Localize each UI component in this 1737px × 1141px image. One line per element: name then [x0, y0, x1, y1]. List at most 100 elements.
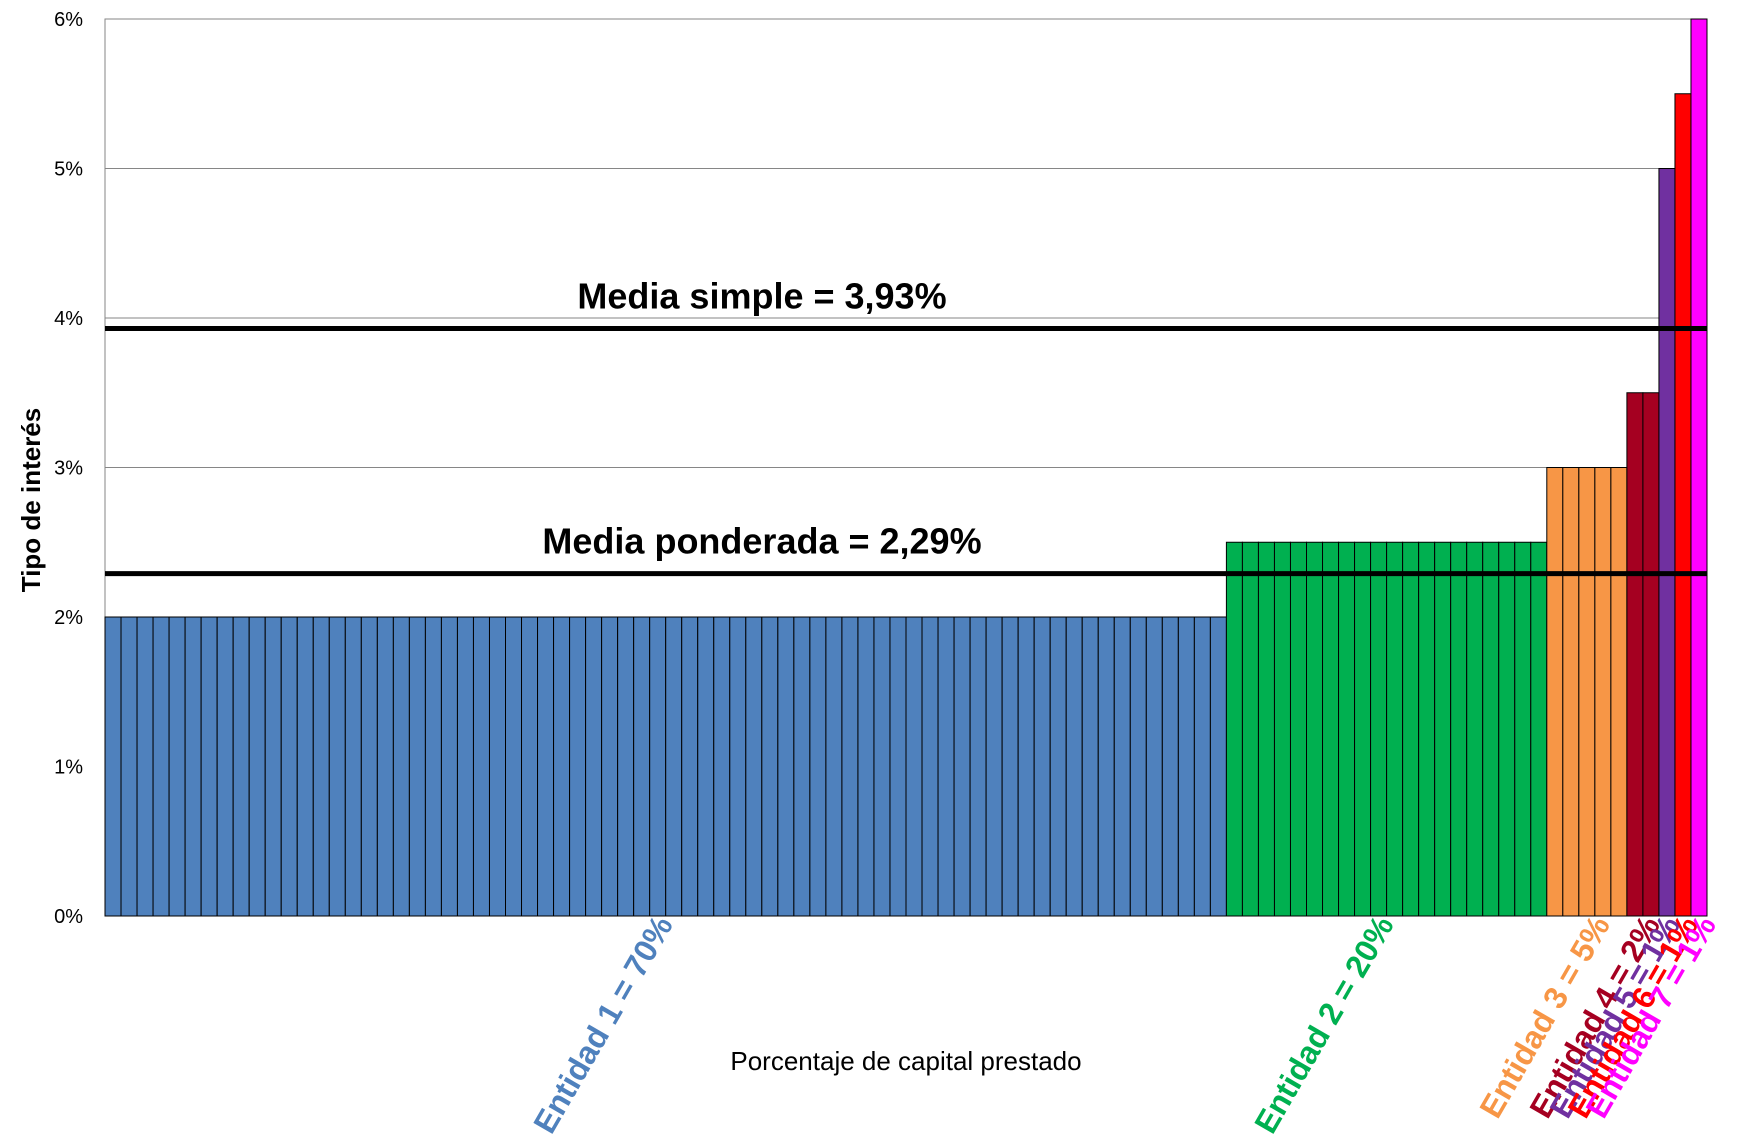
bar-entidad-1	[937, 616, 955, 917]
bar-entidad-1	[1209, 616, 1227, 917]
bar-entidad-2	[1225, 541, 1243, 917]
bar-entidad-1	[521, 616, 539, 917]
bar-entidad-1	[1097, 616, 1115, 917]
y-axis-title: Tipo de interés	[16, 408, 46, 592]
bar-entidad-1	[216, 616, 234, 917]
bar-entidad-2	[1322, 541, 1340, 917]
y-axis-ticks: 0% 1% 2% 3% 4% 5% 6%	[54, 9, 83, 928]
bar-entidad-1	[985, 616, 1003, 917]
bar-entidad-2	[1466, 541, 1484, 917]
bar-entidad-1	[296, 616, 314, 917]
y-tick-label: 2%	[54, 607, 83, 629]
bar-entidad-1	[312, 616, 330, 917]
entity-label-2: Entidad 2 = 20%	[1247, 910, 1400, 1140]
bar-entidad-1	[1049, 616, 1067, 917]
bar-entidad-1	[1017, 616, 1035, 917]
bar-entidad-5	[1658, 168, 1676, 917]
bar-entidad-1	[745, 616, 763, 917]
bar-entidad-1	[905, 616, 923, 917]
bar-entidad-1	[168, 616, 186, 917]
y-tick-label: 1%	[54, 757, 83, 779]
bar-entidad-1	[280, 616, 298, 917]
reference-line-label: Media ponderada = 2,29%	[542, 521, 981, 562]
bar-entidad-1	[969, 616, 987, 917]
bar-entidad-2	[1241, 541, 1259, 917]
y-tick-label: 3%	[54, 458, 83, 480]
bar-entidad-1	[889, 616, 907, 917]
bar-entidad-1	[809, 616, 827, 917]
bar-entidad-1	[569, 616, 587, 917]
bar-entidad-2	[1530, 541, 1548, 917]
bar-entidad-2	[1338, 541, 1356, 917]
bar-entidad-4	[1642, 392, 1660, 917]
bar-entidad-1	[1065, 616, 1083, 917]
bar-entidad-1	[793, 616, 811, 917]
bar-entidad-1	[537, 616, 555, 917]
bar-entidad-3	[1610, 467, 1628, 917]
bar-entidad-1	[392, 616, 410, 917]
bar-entidad-3	[1594, 467, 1612, 917]
bar-entidad-2	[1354, 541, 1372, 917]
bar-entidad-2	[1402, 541, 1420, 917]
bar-entidad-1	[232, 616, 250, 917]
bar-entidad-1	[665, 616, 683, 917]
bar-entidad-1	[585, 616, 603, 917]
bar-entidad-1	[841, 616, 859, 917]
bar-entidad-1	[344, 616, 362, 917]
bar-entidad-1	[1145, 616, 1163, 917]
bar-entidad-1	[649, 616, 667, 917]
bar-entidad-1	[857, 616, 875, 917]
bar-entidad-1	[921, 616, 939, 917]
bar-entidad-1	[953, 616, 971, 917]
bar-entidad-1	[200, 616, 218, 917]
bar-entidad-1	[456, 616, 474, 917]
bar-entidad-1	[1033, 616, 1051, 917]
bar-entidad-1	[1081, 616, 1099, 917]
bar-entidad-1	[408, 616, 426, 917]
bar-entidad-1	[1193, 616, 1211, 917]
bar-entidad-2	[1450, 541, 1468, 917]
bar-entidad-2	[1306, 541, 1324, 917]
bar-entidad-1	[1113, 616, 1131, 917]
bars	[104, 18, 1708, 917]
bar-entidad-1	[328, 616, 346, 917]
bar-entidad-1	[713, 616, 731, 917]
bar-entidad-1	[873, 616, 891, 917]
bar-entidad-1	[761, 616, 779, 917]
x-axis-title: Porcentaje de capital prestado	[730, 1046, 1081, 1076]
bar-entidad-1	[681, 616, 699, 917]
bar-entidad-1	[633, 616, 651, 917]
bar-entidad-2	[1289, 541, 1307, 917]
bar-entidad-1	[617, 616, 635, 917]
bar-entidad-1	[104, 616, 122, 917]
y-tick-label: 4%	[54, 308, 83, 330]
bar-entidad-1	[729, 616, 747, 917]
bar-entidad-4	[1626, 392, 1644, 917]
bar-entidad-2	[1370, 541, 1388, 917]
bar-entidad-2	[1418, 541, 1436, 917]
bar-entidad-1	[152, 616, 170, 917]
bar-entidad-3	[1578, 467, 1596, 917]
bar-entidad-2	[1273, 541, 1291, 917]
bar-entidad-1	[777, 616, 795, 917]
bar-entidad-2	[1514, 541, 1532, 917]
bar-entidad-1	[825, 616, 843, 917]
bar-entidad-1	[1001, 616, 1019, 917]
entity-label-1: Entidad 1 = 70%	[526, 910, 679, 1140]
bar-entidad-1	[505, 616, 523, 917]
bar-entidad-1	[601, 616, 619, 917]
bar-entidad-1	[553, 616, 571, 917]
bar-entidad-1	[424, 616, 442, 917]
y-tick-label: 6%	[54, 9, 83, 31]
bar-entidad-1	[136, 616, 154, 917]
bar-entidad-2	[1498, 541, 1516, 917]
bar-entidad-7	[1690, 18, 1708, 917]
bar-entidad-1	[488, 616, 507, 917]
bar-entidad-1	[376, 616, 394, 917]
bar-entidad-2	[1482, 541, 1500, 917]
bar-entidad-1	[184, 616, 202, 917]
bar-entidad-3	[1562, 467, 1580, 917]
bar-entidad-1	[440, 616, 458, 917]
bar-entidad-1	[120, 616, 138, 917]
